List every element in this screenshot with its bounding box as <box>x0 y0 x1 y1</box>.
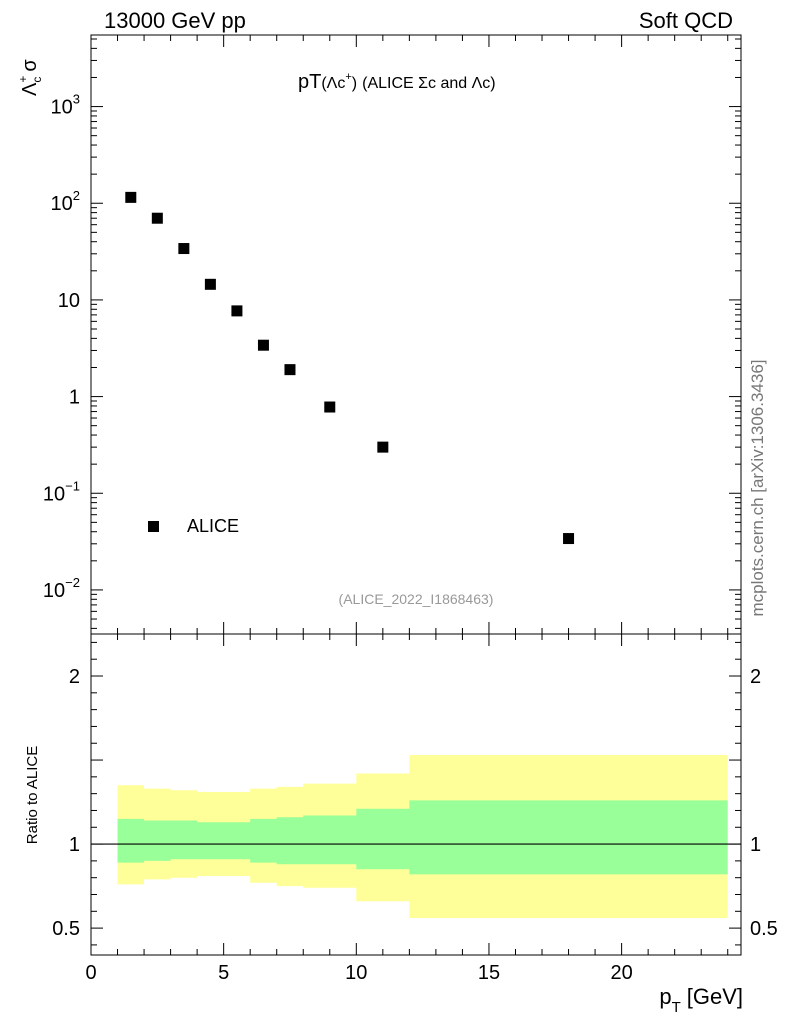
y-tick-label-exp: 2 <box>73 188 80 203</box>
plot-title: pT(Λc+) (ALICE Σc and Λc) <box>298 71 496 93</box>
data-point <box>324 401 336 413</box>
plot-title-sup: + <box>345 71 351 83</box>
x-axis-label-sub: T <box>672 999 681 1016</box>
y-axis-label: Λ+cσ <box>16 59 44 96</box>
ratio-y-tick-label-right: 1 <box>750 834 761 856</box>
x-axis-label-p: p <box>659 984 671 1009</box>
plot-title-close: ) <box>352 75 357 92</box>
data-point <box>178 243 190 255</box>
y-tick-label-base: 10 <box>51 193 73 215</box>
legend: ALICE <box>148 516 239 536</box>
y-tick-label: 10−2 <box>43 575 80 602</box>
data-markers <box>125 191 575 545</box>
y-tick-label-exp: −2 <box>65 575 80 590</box>
svg-text:Λ+cσ: Λ+cσ <box>16 59 44 96</box>
x-tick-label: 5 <box>218 962 229 984</box>
x-tick-label: 10 <box>345 962 367 984</box>
data-point <box>231 305 243 317</box>
ratio-y-tick-label-right: 2 <box>750 666 761 688</box>
process-label: Soft QCD <box>639 8 733 33</box>
x-tick-label: 15 <box>478 962 500 984</box>
data-point <box>204 278 216 290</box>
y-axis-label-sigma: σ <box>19 59 41 72</box>
x-tick-label: 20 <box>610 962 632 984</box>
legend-label: ALICE <box>187 516 239 536</box>
data-point <box>257 339 269 351</box>
y-axis-label-sup: + <box>16 76 30 83</box>
y-axis-label-sub: c <box>30 77 44 83</box>
y-tick-label: 102 <box>51 188 80 215</box>
plot-title-paren: (Λc <box>321 75 345 92</box>
beam-energy-label: 13000 GeV pp <box>104 8 246 33</box>
y-tick-label: 10 <box>58 290 80 312</box>
ratio-y-tick-label-left: 2 <box>69 666 80 688</box>
source-side-label: mcplots.cern.ch [arXiv:1306.3436] <box>748 359 767 616</box>
ratio-y-axis-label: Ratio to ALICE <box>24 746 41 844</box>
ratio-panel: 0 5 10 15 20 2 2 1 1 0.5 0.5 Ratio to ALICE pT [GeV… <box>24 633 778 1016</box>
x-axis-label: pT [GeV] <box>659 984 743 1016</box>
ratio-y-tick-label-left: 0.5 <box>52 918 80 940</box>
y-tick-label: 1 <box>69 387 80 409</box>
legend-marker <box>148 521 159 532</box>
ratio-y-tick-label-right: 0.5 <box>750 918 778 940</box>
y-tick-label-base: 10 <box>43 580 65 602</box>
ratio-panel-frame <box>90 633 742 956</box>
y-tick-label-exp: 3 <box>73 92 80 107</box>
y-tick-label-exp: −1 <box>65 478 80 493</box>
analysis-id: (ALICE_2022_I1868463) <box>339 591 494 607</box>
main-panel-frame <box>90 34 742 635</box>
y-tick-label-base: 10 <box>43 483 65 505</box>
ratio-axis-ticks: 0 5 10 15 20 2 2 1 1 0.5 0.5 <box>52 634 778 984</box>
data-point <box>125 191 137 203</box>
y-tick-label-base: 10 <box>51 97 73 119</box>
data-point <box>151 212 163 224</box>
y-tick-label: 10−1 <box>43 478 80 505</box>
plot-title-rest: (ALICE Σc and Λc) <box>362 75 496 92</box>
data-point <box>563 533 575 545</box>
data-point <box>284 364 296 376</box>
ratio-bands <box>117 755 728 919</box>
ratio-y-tick-label-left: 1 <box>69 834 80 856</box>
data-point <box>377 441 389 453</box>
x-axis-label-unit: [GeV] <box>687 984 743 1009</box>
x-tick-label: 0 <box>85 962 96 984</box>
y-axis-label-lambda: Λ <box>19 82 41 96</box>
y-tick-label: 103 <box>51 92 80 119</box>
inner-uncertainty-band <box>117 800 728 875</box>
plot-title-main: pT <box>298 71 321 93</box>
